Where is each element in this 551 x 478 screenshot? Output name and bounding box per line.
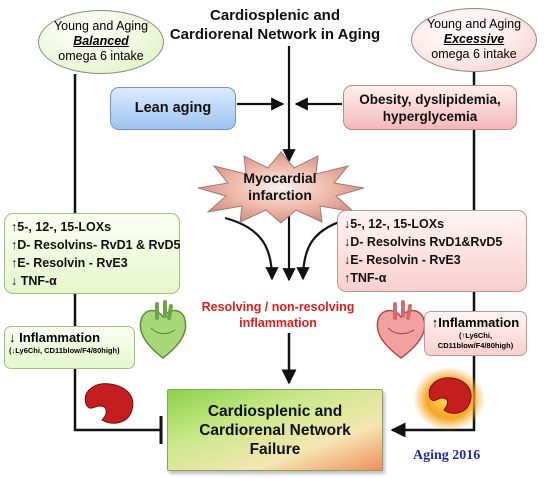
kidney-icon — [84, 383, 134, 424]
left-inflammation-detail: (↓Ly6Chi, CD11blow/F4/80high) — [9, 346, 120, 355]
obesity-line-1: Obesity, dyslipidemia, — [359, 92, 501, 107]
obesity-line-2: hyperglycemia — [382, 109, 478, 124]
list-item: ↓E- Resolvin - RvE3 — [344, 253, 461, 267]
resolving-line-2: inflammation — [239, 316, 317, 330]
red-heart-icon — [376, 300, 426, 359]
failure-line-3: Failure — [249, 441, 301, 458]
right-mediator-list: ↓5-, 12-, 15-LOXs ↓D- Resolvins RvD1&RvD… — [337, 210, 527, 292]
list-item: ↑E- Resolvin - RvE3 — [11, 256, 128, 270]
right-oval-line-1: Young and Aging — [426, 17, 522, 31]
list-item: ↑TNF-α — [344, 271, 387, 285]
failure-line-1: Cardiosplenic and — [207, 403, 343, 420]
increased-inflammation-box: ↑Inflammation (↑Ly6Chi, CD11blow/F4/80hi… — [424, 311, 527, 356]
network-failure-box: Cardiosplenic and Cardiorenal Network Fa… — [167, 389, 383, 471]
infarction-line-1: Myocardial — [243, 170, 317, 186]
resolving-inflammation-label: Resolving / non-resolving inflammation — [183, 299, 373, 331]
right-oval-line-3: omega 6 intake — [431, 47, 517, 61]
title-line-1: Cardiosplenic and — [209, 7, 341, 24]
list-item: ↓D- Resolvins RvD1&RvD5 — [344, 235, 503, 249]
balanced-omega6-oval: Young and Aging Balanced omega 6 intake — [38, 10, 164, 74]
left-mediator-list: ↑5-, 12-, 15-LOXs ↑D- Resolvins- RvD1 & … — [4, 213, 181, 294]
explosion-burst-icon — [197, 151, 365, 224]
infarction-line-2: infarction — [248, 187, 312, 203]
diagram-title: Cardiosplenic and Cardiorenal Network in… — [150, 6, 400, 44]
list-item: ↑5-, 12-, 15-LOXs — [11, 220, 112, 234]
left-oval-line-3: omega 6 intake — [58, 49, 144, 63]
left-inflammation-title: ↓ Inflammation — [9, 330, 101, 345]
excessive-omega6-oval: Young and Aging Excessive omega 6 intake — [411, 8, 537, 72]
failure-line-2: Cardiorenal Network — [199, 422, 351, 439]
title-line-2: Cardiorenal Network in Aging — [169, 26, 381, 43]
right-oval-line-2: Excessive — [443, 32, 505, 46]
right-inflammation-detail-1: (↑Ly6Chi, — [458, 331, 493, 340]
left-oval-line-2: Balanced — [73, 34, 129, 48]
obesity-box: Obesity, dyslipidemia, hyperglycemia — [343, 85, 517, 130]
lean-aging-box: Lean aging — [110, 87, 236, 130]
right-inflammation-title: ↑Inflammation — [431, 315, 520, 330]
list-item: ↓5-, 12-, 15-LOXs — [344, 217, 445, 231]
green-heart-icon — [139, 300, 187, 359]
list-item: ↓ TNF-α — [11, 274, 57, 288]
decreased-inflammation-box: ↓ Inflammation (↓Ly6Chi, CD11blow/F4/80h… — [4, 326, 135, 369]
inflamed-kidney-icon — [413, 367, 485, 431]
aging-2016-label: Aging 2016 — [413, 448, 481, 463]
resolving-line-1: Resolving / non-resolving — [201, 300, 355, 314]
left-oval-line-1: Young and Aging — [53, 19, 149, 33]
right-inflammation-detail-2: CD11blow/F4/80high) — [437, 341, 514, 350]
list-item: ↑D- Resolvins- RvD1 & RvD5 — [11, 238, 181, 252]
myocardial-infarction-label: Myocardial infarction — [200, 170, 360, 204]
